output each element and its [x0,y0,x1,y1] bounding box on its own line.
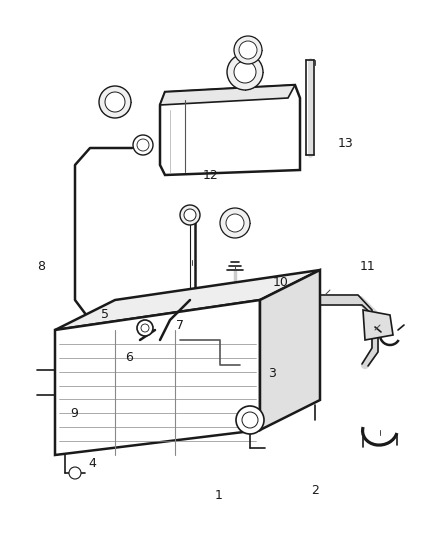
Circle shape [133,135,153,155]
Circle shape [69,467,81,479]
Circle shape [105,92,125,112]
Circle shape [236,406,264,434]
Text: 6: 6 [125,351,133,364]
Text: 2: 2 [311,484,319,497]
Text: 7: 7 [176,319,184,332]
Circle shape [239,41,257,59]
Polygon shape [160,85,295,105]
Text: 8: 8 [38,260,46,273]
Circle shape [234,36,262,64]
Circle shape [137,139,149,151]
Text: 13: 13 [338,138,354,150]
Polygon shape [260,270,320,430]
Circle shape [227,54,263,90]
Text: 12: 12 [202,169,218,182]
Text: 10: 10 [272,276,288,289]
Polygon shape [55,300,260,455]
Circle shape [234,61,256,83]
Text: 1: 1 [215,489,223,502]
Circle shape [226,214,244,232]
Text: 4: 4 [88,457,96,470]
Text: 3: 3 [268,367,276,379]
Polygon shape [55,270,320,330]
Circle shape [141,324,149,332]
Circle shape [242,412,258,428]
Circle shape [184,209,196,221]
Text: 5: 5 [101,308,109,321]
Text: 9: 9 [71,407,78,419]
Polygon shape [160,85,300,175]
Circle shape [180,205,200,225]
Circle shape [137,320,153,336]
Circle shape [220,208,250,238]
Polygon shape [363,310,393,340]
Circle shape [99,86,131,118]
Text: 11: 11 [360,260,376,273]
